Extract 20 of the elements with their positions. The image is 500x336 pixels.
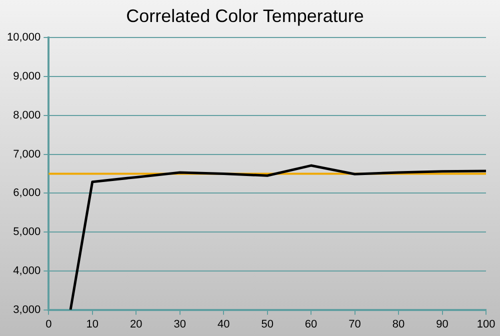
y-tick-label: 4,000 [13, 264, 41, 277]
x-tick-label: 10 [86, 318, 99, 330]
x-tick-label: 50 [261, 318, 274, 330]
y-tick-label: 6,000 [13, 187, 41, 200]
x-tick-label: 0 [46, 318, 52, 330]
y-tick-label: 3,000 [13, 304, 41, 316]
x-tick-label: 40 [217, 318, 230, 330]
x-tick-label: 100 [476, 318, 496, 330]
y-tick-label: 7,000 [13, 148, 41, 160]
x-tick-label: 20 [130, 318, 142, 330]
y-tick-label: 8,000 [13, 109, 41, 122]
y-tick-label: 10,000 [6, 32, 41, 44]
chart-title: Correlated Color Temperature [126, 6, 364, 26]
x-tick-label: 70 [348, 318, 361, 330]
x-tick-label: 90 [436, 318, 448, 330]
y-tick-label: 5,000 [13, 226, 41, 238]
y-tick-label: 9,000 [13, 70, 41, 83]
x-tick-label: 60 [304, 318, 318, 330]
x-tick-label: 80 [392, 318, 405, 330]
x-tick-label: 30 [174, 318, 186, 330]
